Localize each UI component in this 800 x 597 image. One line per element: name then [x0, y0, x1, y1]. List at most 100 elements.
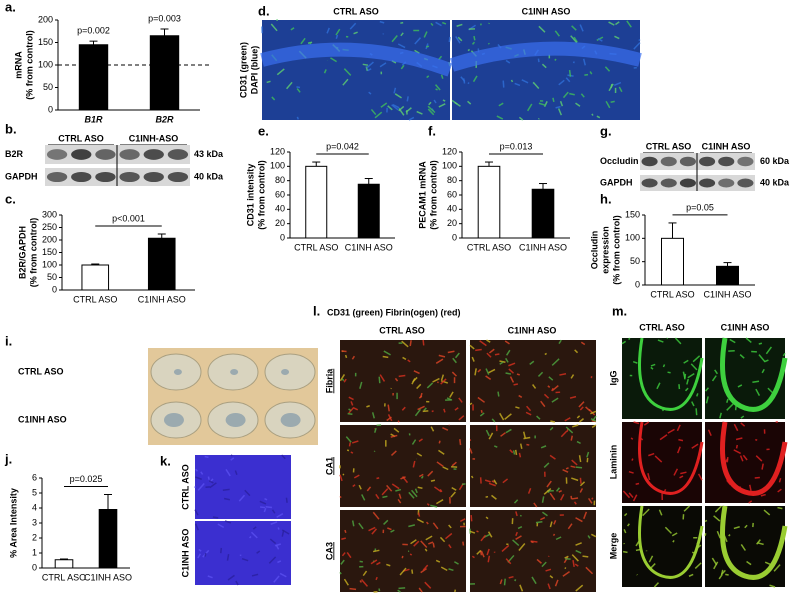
y-tick-label: 100 [625, 233, 640, 243]
panel-letter: d. [258, 3, 270, 18]
vessel [638, 337, 704, 411]
blot-band [143, 171, 164, 183]
texture-stroke [659, 434, 668, 441]
group-label: C1INH ASO [702, 141, 751, 151]
brain-slice [264, 353, 316, 391]
texture-stroke [270, 521, 278, 525]
bar [54, 559, 74, 569]
texture-stroke [518, 116, 524, 121]
texture-stroke [714, 369, 718, 375]
x-tick-label: C1INH ASO [84, 572, 132, 582]
texture-stroke [268, 556, 277, 564]
texture-stroke [376, 477, 380, 480]
texture-stroke [471, 41, 476, 45]
panel-title: CD31 (green) Fibrin(ogen) (red) [327, 307, 461, 317]
texture-stroke [451, 461, 457, 467]
vessel [720, 421, 788, 496]
texture-stroke [764, 561, 772, 566]
texture-stroke [543, 393, 550, 399]
texture-stroke [777, 506, 783, 510]
texture-stroke [642, 508, 650, 517]
texture-stroke [630, 437, 634, 440]
y-tick-label: 0 [280, 232, 285, 242]
size-label: 40 kDa [760, 177, 790, 187]
texture-stroke [335, 28, 341, 36]
texture-stroke [451, 486, 457, 491]
texture-stroke [704, 533, 707, 537]
texture-stroke [353, 474, 360, 479]
texture-stroke [197, 482, 205, 491]
texture-stroke [676, 446, 681, 454]
texture-stroke [626, 523, 630, 527]
texture-stroke [408, 116, 415, 121]
texture-stroke [515, 511, 518, 517]
texture-stroke [729, 338, 736, 344]
texture-stroke [683, 359, 689, 364]
texture-stroke [480, 534, 487, 542]
texture-stroke [470, 475, 474, 479]
texture-stroke [265, 505, 273, 509]
x-tick-label: C1INH ASO [345, 242, 393, 252]
y-tick-label: 60 [275, 189, 285, 199]
dye-spot [225, 413, 246, 427]
texture-stroke [440, 374, 445, 381]
texture-stroke [485, 429, 490, 437]
texture-stroke [423, 407, 427, 412]
y-tick-label: 40 [447, 204, 457, 214]
texture-stroke [530, 540, 534, 544]
texture-stroke [676, 424, 681, 432]
texture-stroke [424, 581, 432, 589]
texture-stroke [416, 518, 424, 524]
texture-stroke [569, 92, 575, 96]
texture-stroke [440, 378, 447, 385]
texture-stroke [455, 36, 461, 44]
texture-stroke [418, 587, 423, 593]
texture-stroke [208, 480, 214, 484]
texture-stroke [241, 557, 249, 562]
panel-letter: b. [5, 121, 17, 136]
texture-stroke [740, 422, 746, 427]
texture-stroke [532, 81, 540, 90]
texture-stroke [381, 488, 389, 496]
texture-stroke [484, 479, 491, 483]
texture-stroke [454, 101, 461, 107]
texture-stroke [555, 105, 561, 109]
texture-stroke [235, 580, 239, 586]
texture-stroke [752, 380, 760, 383]
texture-stroke [570, 495, 573, 500]
micrograph [340, 510, 466, 592]
texture-stroke [522, 431, 526, 439]
texture-stroke [476, 530, 479, 533]
texture-stroke [761, 463, 764, 470]
texture-stroke [286, 81, 293, 90]
row-label: C1INH ASO [180, 529, 190, 578]
p-value: p=0.002 [77, 26, 110, 36]
row-label: C1INH ASO [18, 414, 67, 424]
texture-stroke [745, 337, 752, 344]
texture-stroke [346, 449, 350, 452]
texture-stroke [402, 356, 407, 361]
texture-stroke [608, 83, 614, 92]
texture-stroke [540, 400, 546, 408]
texture-stroke [496, 115, 504, 120]
panel-letter: k. [160, 453, 171, 468]
texture-stroke [390, 529, 395, 533]
texture-stroke [565, 426, 574, 434]
texture-stroke [551, 397, 559, 403]
texture-stroke [432, 522, 439, 530]
texture-stroke [440, 566, 448, 572]
texture-stroke [590, 410, 597, 415]
column-label: C1INH ASO [508, 325, 557, 335]
texture-stroke [739, 455, 744, 462]
texture-stroke [323, 69, 327, 74]
texture-stroke [654, 455, 663, 463]
texture-stroke [515, 406, 520, 409]
texture-stroke [547, 385, 551, 388]
texture-stroke [488, 432, 494, 440]
texture-stroke [349, 587, 357, 591]
texture-stroke [767, 387, 774, 394]
texture-stroke [674, 337, 682, 345]
texture-stroke [448, 568, 454, 572]
bar [98, 509, 118, 569]
texture-stroke [605, 100, 611, 109]
